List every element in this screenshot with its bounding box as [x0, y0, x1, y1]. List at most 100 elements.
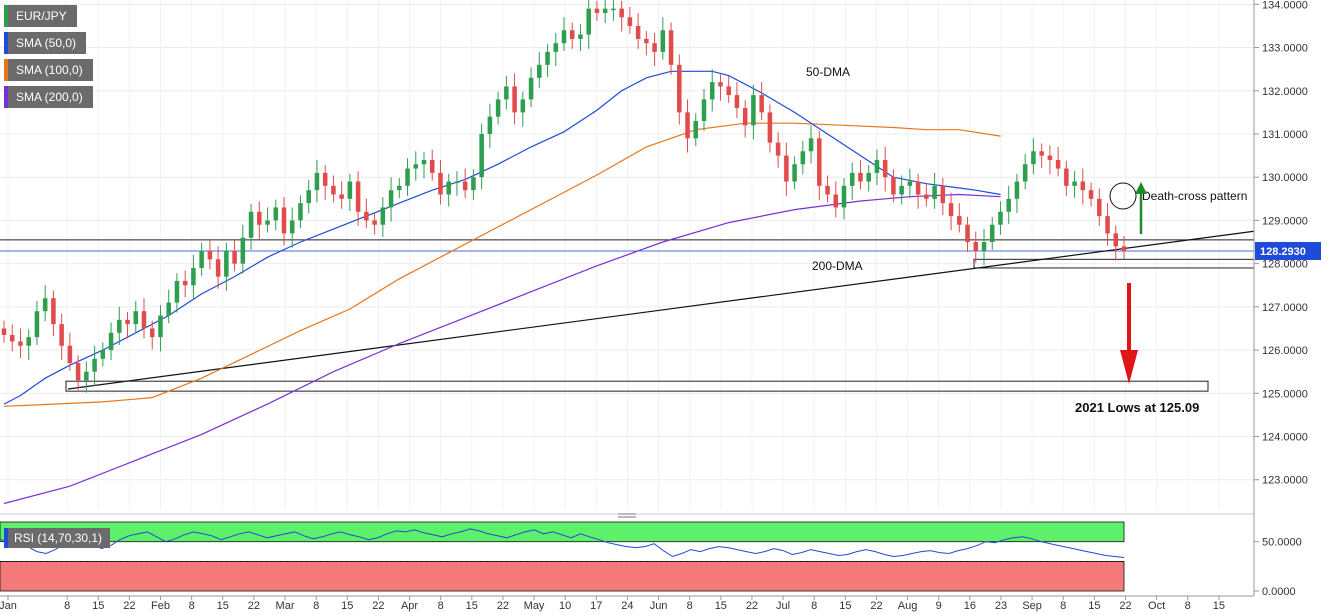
rsi-legend[interactable]: RSI (14,70,30,1) — [4, 528, 111, 548]
candle-body — [438, 172, 443, 195]
candle-body — [660, 30, 666, 52]
candle-body — [726, 86, 731, 96]
candle-body — [586, 8, 591, 35]
candle-body — [298, 203, 303, 221]
x-tick-label: 15 — [715, 600, 727, 612]
candle-body — [981, 242, 987, 251]
legend-symbol[interactable]: EUR/JPY — [4, 5, 77, 27]
x-tick-label: 10 — [559, 600, 571, 612]
candle-body — [273, 207, 279, 221]
target-annotation: 2021 Lows at 125.09 — [1075, 400, 1199, 415]
candle-body — [512, 86, 517, 113]
candle-body — [257, 211, 262, 225]
candle-body — [742, 108, 748, 126]
grid — [0, 0, 1254, 518]
annotations: 50-DMA 200-DMA Death-cross pattern 2021 Low… — [806, 65, 1247, 415]
x-tick-label: 23 — [995, 600, 1007, 612]
candle-body — [92, 358, 97, 372]
candle-body — [388, 190, 394, 208]
x-tick-label: Aug — [898, 600, 918, 612]
legend-sma50[interactable]: SMA (50,0) — [4, 32, 87, 54]
candle-body — [1022, 164, 1028, 182]
price-tag — [1255, 241, 1321, 260]
candle-body — [405, 168, 410, 186]
target-zone — [65, 380, 1209, 392]
legend-sma100[interactable]: SMA (100,0) — [4, 59, 93, 81]
x-tick-label: 22 — [497, 600, 509, 612]
candle-body — [808, 138, 814, 152]
candle-body — [26, 337, 31, 346]
candle-body — [1014, 181, 1020, 199]
x-tick-label: Oct — [1148, 600, 1165, 612]
candle-body — [158, 315, 163, 338]
x-tick-label: 8 — [189, 600, 195, 612]
candle-body — [602, 8, 608, 13]
candle-body — [166, 302, 171, 316]
candle-body — [1080, 181, 1086, 191]
candles — [1, 0, 1127, 393]
candle-body — [734, 95, 740, 109]
cross-circle — [1109, 182, 1137, 210]
candle-body — [759, 95, 764, 113]
candle-body — [1055, 159, 1061, 169]
up-arrow-head — [1135, 182, 1147, 194]
candle-body — [248, 211, 254, 238]
candle-body — [619, 8, 624, 18]
x-tick-label: 15 — [1088, 600, 1100, 612]
candle-body — [537, 64, 542, 78]
candle-body — [701, 99, 707, 122]
rsi-tick-label: 0.0000 — [1262, 586, 1296, 598]
candle-body — [792, 164, 797, 182]
x-tick-label: 8 — [687, 600, 693, 612]
candle-body — [520, 99, 526, 113]
candle-body — [849, 172, 855, 186]
candle-body — [718, 82, 723, 87]
candle-body — [866, 172, 871, 182]
y-tick-label: 131.0000 — [1262, 129, 1308, 141]
x-tick-label: Sep — [1022, 600, 1042, 612]
candle-body — [644, 38, 649, 44]
x-tick-label: 9 — [936, 600, 942, 612]
y-tick-label: 130.0000 — [1262, 172, 1308, 184]
candle-body — [1031, 151, 1036, 165]
candle-body — [67, 345, 73, 364]
legend-sma200[interactable]: SMA (200,0) — [4, 86, 93, 108]
candle-body — [627, 17, 633, 26]
candle-body — [652, 43, 657, 52]
candle-body — [1039, 151, 1044, 156]
candle-body — [940, 185, 946, 204]
x-tick-label: 22 — [1119, 600, 1131, 612]
candle-body — [899, 185, 904, 195]
rsi-oversold-zone — [0, 561, 1125, 592]
candle-body — [569, 30, 575, 39]
y-tick-label: 123.0000 — [1262, 475, 1308, 487]
candle-body — [907, 181, 913, 186]
candle-body — [429, 159, 435, 173]
candle-body — [561, 30, 567, 44]
x-tick-label: 15 — [466, 600, 478, 612]
candle-body — [545, 51, 550, 65]
y-tick-label: 126.0000 — [1262, 345, 1308, 357]
down-arrow-head — [1120, 350, 1138, 384]
x-tick-label: 8 — [1060, 600, 1066, 612]
candle-body — [413, 164, 419, 169]
sma200-line — [3, 193, 1001, 505]
candle-body — [133, 311, 139, 325]
candle-body — [693, 121, 699, 139]
candle-body — [322, 172, 328, 186]
candle-body — [355, 181, 361, 212]
x-tick-label: 8 — [64, 600, 70, 612]
candle-body — [965, 224, 970, 243]
x-tick-label: 22 — [746, 600, 758, 612]
candle-body — [1088, 190, 1094, 199]
candle-body — [1006, 198, 1011, 212]
candle-body — [289, 220, 295, 234]
candle-body — [207, 250, 213, 260]
x-tick-label: Jun — [650, 600, 668, 612]
candle-body — [265, 220, 270, 225]
x-tick-label: 8 — [1185, 600, 1191, 612]
x-tick-label: May — [524, 600, 545, 612]
sma50-line — [3, 70, 1001, 405]
sma200-annotation: 200-DMA — [812, 259, 863, 273]
